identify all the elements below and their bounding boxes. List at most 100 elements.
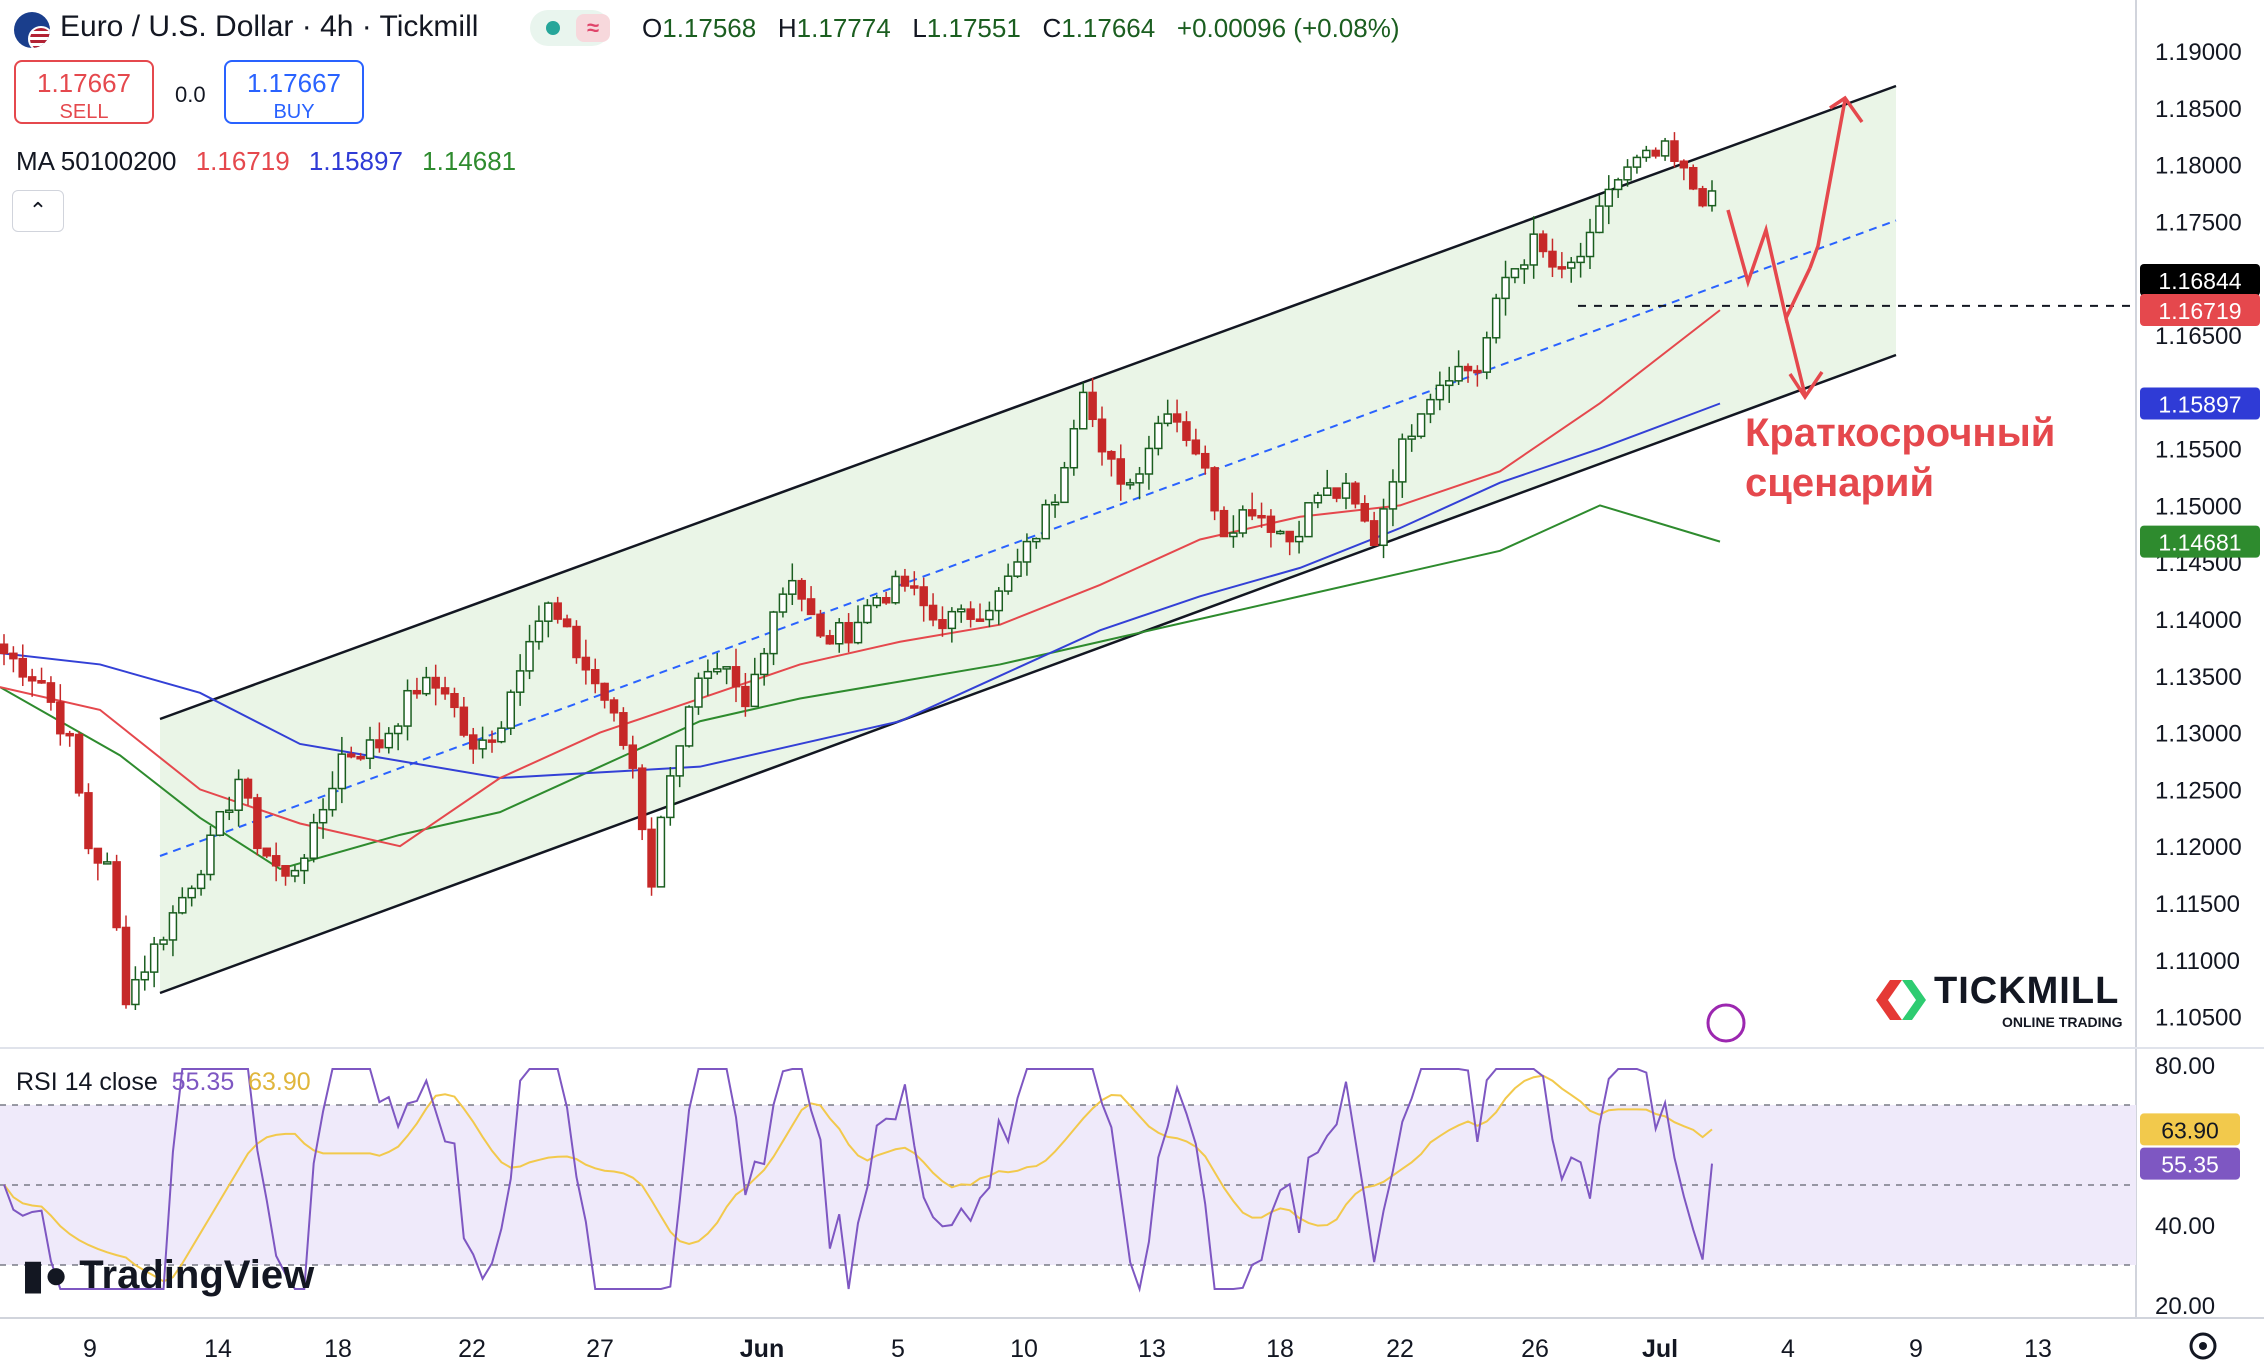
candle-body (74, 733, 84, 794)
candle-body (656, 816, 666, 888)
scenario-path-a (1726, 209, 1812, 324)
candle-body (440, 687, 450, 695)
ohlc-change: +0.00096 (+0.08%) (1176, 13, 1400, 43)
candle-body (131, 978, 140, 1006)
tickmill-subtitle: ONLINE TRADING (2002, 1014, 2123, 1030)
candle-body (628, 744, 638, 769)
collapse-legend-button[interactable]: ⌃ (12, 190, 64, 232)
candle-body (1595, 205, 1604, 234)
scenario-up-arrow (1808, 99, 1847, 269)
candle-body (1022, 540, 1032, 563)
time-tick-label: 13 (1138, 1335, 1166, 1363)
price-tag-label: 1.16844 (2158, 268, 2241, 294)
candle-body (1501, 276, 1510, 300)
price-tag-label: 1.15897 (2158, 392, 2241, 418)
candle-body (1191, 439, 1201, 455)
candle-body (178, 896, 187, 914)
price-tick-label: 1.18500 (2155, 96, 2242, 123)
candle-body (1679, 160, 1689, 169)
spread-value: 0.0 (175, 82, 206, 107)
candle-body (1163, 413, 1172, 425)
settings-gear-icon[interactable] (2189, 1332, 2217, 1360)
candle-body (1219, 509, 1229, 538)
candle-body (234, 778, 243, 811)
candle-body (206, 834, 215, 876)
candle-body (703, 670, 713, 679)
candle-body (975, 618, 985, 622)
candle-body (346, 753, 356, 758)
market-status-pill[interactable]: ≈ (530, 10, 610, 46)
channel-median-line (159, 219, 1897, 857)
candle-body (750, 673, 760, 708)
candle-body (93, 847, 103, 864)
settings-gear-center (2199, 1342, 2207, 1350)
candle-body (1135, 473, 1144, 484)
candle-body (1313, 494, 1323, 504)
ma50-line (0, 309, 1721, 848)
candle-body (863, 604, 872, 624)
candle-body (1510, 268, 1520, 279)
sell-price: 1.17667 (37, 68, 131, 98)
price-tick-label: 1.11000 (2155, 948, 2240, 975)
candle-body (1257, 514, 1266, 519)
candle-body (271, 855, 281, 867)
candle-body (1585, 231, 1595, 258)
data-feed-icon: ≈ (576, 14, 610, 42)
candle-body (337, 753, 347, 790)
time-tick-label: Jul (1642, 1335, 1678, 1363)
candle-body (1097, 418, 1107, 453)
rsi-legend[interactable]: RSI 14 close 55.35 63.90 (16, 1068, 311, 1097)
ma-legend-label: MA 50100200 (16, 146, 177, 176)
candle-body (412, 689, 422, 695)
candle-body (1529, 233, 1538, 266)
symbol-title[interactable]: Euro / U.S. Dollar · 4h · Tickmill (60, 10, 479, 43)
candle-body (947, 610, 957, 630)
candle-body (985, 609, 994, 621)
candle-body (215, 810, 225, 836)
candle-body (769, 611, 778, 655)
symbol-flag-icon (14, 12, 50, 48)
candle-body (112, 861, 121, 929)
candle-body (37, 680, 46, 684)
candle-body (1613, 179, 1623, 191)
buy-price: 1.17667 (247, 68, 341, 98)
candle-body (731, 666, 741, 688)
replay-icon (1706, 1003, 1746, 1043)
candle-body (1088, 391, 1097, 421)
chevron-up-icon: ⌃ (28, 198, 48, 223)
rsi-tag-label: 55.35 (2161, 1152, 2219, 1178)
candle-body (375, 739, 384, 749)
tradingview-logo[interactable]: ▮● TradingView (22, 1252, 314, 1298)
price-tag (2140, 294, 2260, 326)
candle-body (1548, 250, 1557, 268)
ma-legend[interactable]: MA 50100200 1.16719 1.15897 1.14681 (16, 146, 528, 177)
candle-body (168, 912, 178, 941)
candle-body (590, 669, 600, 685)
tickmill-logo: TICKMILL ONLINE TRADING (1872, 970, 2127, 1030)
tickmill-mark-icon (1876, 980, 1926, 1020)
candle-body (1041, 503, 1050, 540)
rsi-tag (2140, 1147, 2240, 1180)
scenario-annotation-line1: Краткосрочный (1745, 411, 2056, 455)
price-tick-label: 1.17500 (2155, 209, 2242, 236)
candle-body (478, 739, 487, 750)
price-tick-label: 1.13500 (2155, 664, 2242, 691)
candle-body (102, 861, 112, 865)
candle-body (1688, 166, 1698, 190)
sell-button[interactable]: 1.17667 SELL (14, 60, 154, 124)
candle-body (1116, 458, 1126, 485)
ohlc-high-key: H (777, 13, 797, 43)
ohlc-legend: O1.17568 H1.17774 L1.17551 C1.17664 +0.0… (642, 13, 1400, 44)
ohlc-high: 1.17774 (796, 13, 891, 43)
candle-body (562, 618, 572, 628)
candle-body (356, 755, 365, 760)
candle-body (525, 640, 534, 672)
candle-body (1444, 380, 1454, 387)
price-tag (2140, 387, 2260, 420)
buy-button[interactable]: 1.17667 BUY (224, 60, 364, 124)
candle-body (431, 676, 440, 689)
candle-body (1304, 502, 1313, 538)
candle-body (1670, 140, 1679, 162)
candle-body (1003, 575, 1013, 592)
